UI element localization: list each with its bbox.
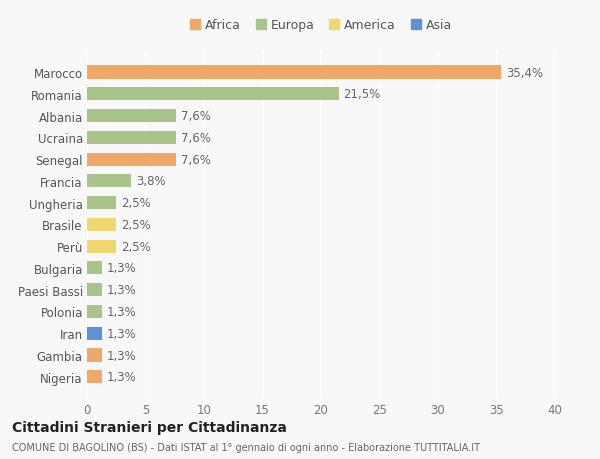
Bar <box>87 67 501 79</box>
Bar <box>87 240 116 253</box>
Bar <box>87 175 131 188</box>
Text: 1,3%: 1,3% <box>107 262 137 275</box>
Bar <box>87 349 102 362</box>
Text: 21,5%: 21,5% <box>343 88 380 101</box>
Bar <box>87 262 102 275</box>
Text: 2,5%: 2,5% <box>121 197 151 210</box>
Bar <box>87 370 102 383</box>
Text: 2,5%: 2,5% <box>121 240 151 253</box>
Bar <box>87 153 176 166</box>
Bar <box>87 284 102 297</box>
Text: 1,3%: 1,3% <box>107 349 137 362</box>
Text: 35,4%: 35,4% <box>506 67 543 79</box>
Legend: Africa, Europa, America, Asia: Africa, Europa, America, Asia <box>185 14 457 37</box>
Bar <box>87 305 102 318</box>
Text: Cittadini Stranieri per Cittadinanza: Cittadini Stranieri per Cittadinanza <box>12 420 287 434</box>
Bar <box>87 327 102 340</box>
Text: 1,3%: 1,3% <box>107 305 137 318</box>
Bar <box>87 218 116 231</box>
Text: 1,3%: 1,3% <box>107 284 137 297</box>
Text: 1,3%: 1,3% <box>107 370 137 383</box>
Bar <box>87 132 176 145</box>
Text: COMUNE DI BAGOLINO (BS) - Dati ISTAT al 1° gennaio di ogni anno - Elaborazione T: COMUNE DI BAGOLINO (BS) - Dati ISTAT al … <box>12 442 480 452</box>
Bar <box>87 196 116 210</box>
Text: 7,6%: 7,6% <box>181 110 211 123</box>
Text: 1,3%: 1,3% <box>107 327 137 340</box>
Text: 7,6%: 7,6% <box>181 132 211 145</box>
Bar <box>87 110 176 123</box>
Bar <box>87 88 338 101</box>
Text: 3,8%: 3,8% <box>136 175 166 188</box>
Text: 2,5%: 2,5% <box>121 218 151 231</box>
Text: 7,6%: 7,6% <box>181 153 211 166</box>
